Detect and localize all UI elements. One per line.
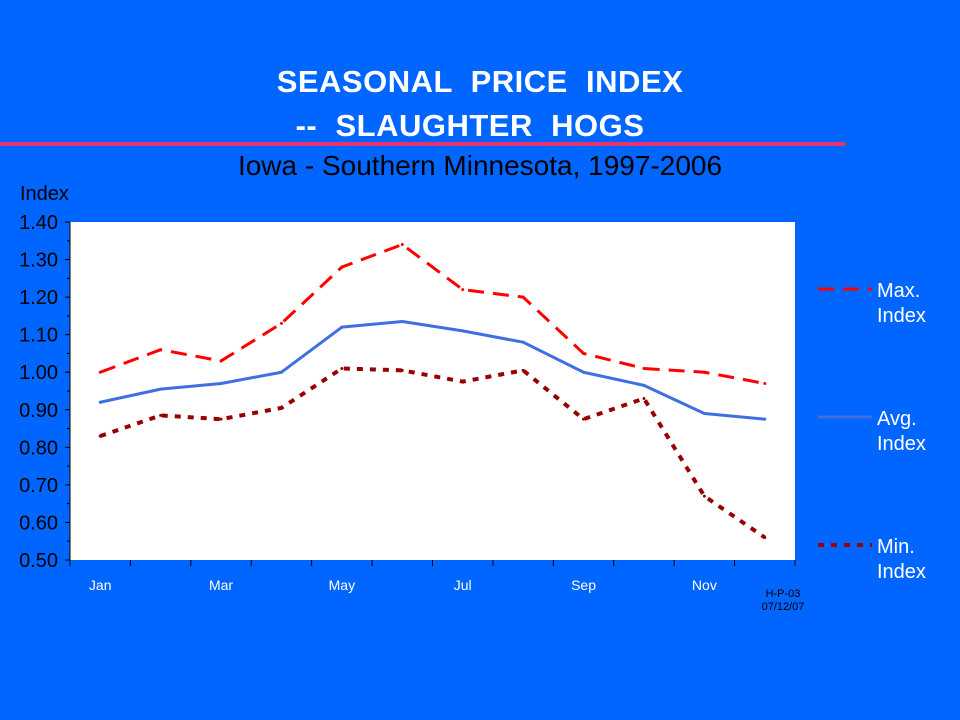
data-point: [461, 329, 465, 333]
data-point: [400, 243, 404, 247]
data-point: [219, 359, 223, 363]
data-point: [279, 370, 283, 374]
y-tick-label: 1.20: [19, 287, 58, 309]
y-tick-label: 1.40: [19, 212, 58, 234]
x-tick-label: May: [329, 577, 355, 593]
data-point: [279, 321, 283, 325]
legend-label-max: Max. Index: [877, 280, 926, 327]
x-tick-label: Jan: [89, 577, 112, 593]
data-point: [461, 288, 465, 292]
data-point: [400, 368, 404, 372]
data-point: [582, 370, 586, 374]
data-point: [98, 434, 102, 438]
data-point: [98, 400, 102, 404]
y-tick-label: 0.80: [19, 437, 58, 459]
data-point: [763, 417, 767, 421]
data-point: [521, 295, 525, 299]
data-point: [340, 366, 344, 370]
data-point: [642, 383, 646, 387]
data-point: [400, 320, 404, 324]
y-axis-label: Index: [20, 183, 69, 205]
data-point: [159, 348, 163, 352]
data-point: [763, 535, 767, 539]
data-point: [763, 381, 767, 385]
y-tick-label: 0.70: [19, 475, 58, 497]
y-tick-label: 0.50: [19, 550, 58, 572]
slide-code-id: H-P-03: [765, 588, 801, 600]
data-point: [340, 325, 344, 329]
data-point: [702, 370, 706, 374]
series-line-0: [99, 243, 766, 385]
y-tick-label: 1.10: [19, 325, 58, 347]
series-line-1: [99, 320, 765, 421]
data-point: [702, 412, 706, 416]
data-point: [642, 366, 646, 370]
plot-area: [70, 222, 795, 560]
y-tick-label: 1.30: [19, 250, 58, 272]
data-point: [642, 397, 646, 401]
data-point: [521, 340, 525, 344]
title-divider: [0, 142, 845, 146]
series-line-2: [99, 366, 766, 540]
slide-title-line1: SEASONAL PRICE INDEX: [276, 64, 684, 99]
data-point: [582, 417, 586, 421]
y-tick-label: 1.00: [19, 362, 58, 384]
data-point: [461, 380, 465, 384]
data-point: [702, 494, 706, 498]
x-tick-label: Nov: [692, 577, 717, 593]
data-point: [98, 370, 102, 374]
data-point: [521, 368, 525, 372]
legend-label-min: Min. Index: [877, 536, 926, 583]
slide-title-line2: -- SLAUGHTER HOGS: [295, 108, 645, 143]
data-point: [219, 417, 223, 421]
slide-code: H-P-03 07/12/07: [748, 588, 818, 614]
data-point: [279, 406, 283, 410]
slide-code-date: 07/12/07: [761, 601, 805, 613]
x-tick-label: Sep: [571, 577, 596, 593]
slide-subtitle: Iowa - Southern Minnesota, 1997-2006: [237, 150, 723, 181]
legend-label-avg: Avg. Index: [877, 408, 926, 455]
data-point: [159, 387, 163, 391]
y-tick-label: 0.90: [19, 400, 58, 422]
data-point: [582, 351, 586, 355]
data-point: [340, 265, 344, 269]
x-tick-label: Mar: [209, 577, 233, 593]
data-point: [219, 381, 223, 385]
x-tick-label: Jul: [454, 577, 472, 593]
y-tick-label: 0.60: [19, 512, 58, 534]
data-point: [159, 413, 163, 417]
